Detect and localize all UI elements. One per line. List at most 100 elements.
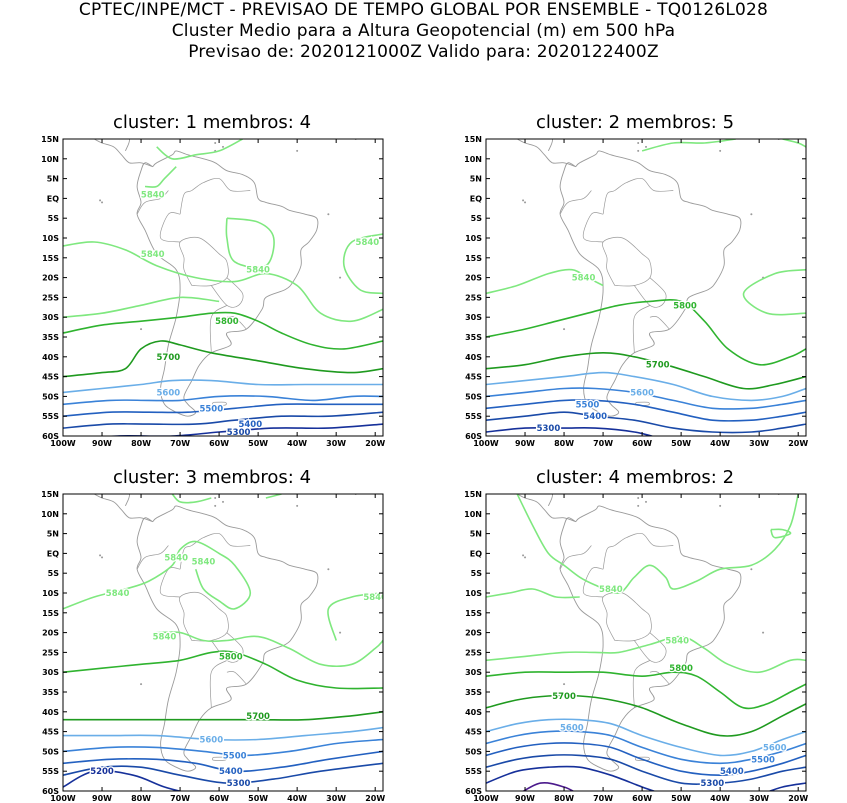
y-tick-label: 5S (471, 569, 483, 578)
coastline (559, 150, 742, 417)
coastline (136, 150, 319, 417)
contour-5840 (156, 139, 243, 160)
country-border (212, 401, 227, 406)
coastline (516, 139, 576, 168)
contour-5840 (782, 139, 806, 148)
x-tick-label: 20W (365, 439, 385, 448)
contour-5200 (486, 426, 655, 436)
y-tick-label: 35S (42, 688, 59, 697)
y-tick-label: 5S (48, 214, 60, 223)
panel-title: cluster: 3 membros: 4 (112, 467, 312, 488)
coastline (136, 505, 319, 772)
y-tick-label: 25S (465, 648, 482, 657)
island-dot (339, 276, 342, 279)
plot-frame (62, 138, 384, 437)
y-tick-label: 60S (465, 432, 482, 441)
contour-5840 (156, 631, 383, 668)
y-tick-label: 20S (465, 629, 482, 638)
island-dot (524, 201, 527, 204)
island-dot (390, 229, 392, 231)
contour-label: 5300 (227, 428, 251, 438)
contour-label: 5700 (246, 712, 270, 722)
x-tick-label: 30W (326, 439, 346, 448)
contour-5840 (327, 592, 383, 641)
y-tick-label: 40S (42, 708, 59, 717)
contour-label: 5500 (576, 400, 600, 410)
y-tick-label: 15N (464, 490, 482, 499)
y-tick-label: 15N (41, 135, 59, 144)
y-tick-label: 30S (465, 668, 482, 677)
y-tick-label: 35S (465, 333, 482, 342)
contour-5300 (486, 411, 806, 434)
coastline (532, 139, 553, 152)
x-tick-label: 90W (515, 439, 535, 448)
country-border (179, 177, 251, 215)
contour-5300 (486, 754, 806, 785)
island-dot (140, 683, 143, 686)
contour-5840 (770, 528, 792, 539)
country-border (602, 177, 674, 215)
country-border (226, 315, 247, 330)
contour-label: 5200 (90, 767, 114, 777)
header-line-3: Previsao de: 2020121000Z Valido para: 20… (188, 42, 659, 62)
contour-5200 (767, 782, 806, 791)
y-tick-label: 10S (42, 589, 59, 598)
contour-label: 5840 (363, 593, 387, 603)
contour-label: 5840 (106, 589, 130, 599)
island-dot (813, 229, 815, 231)
contour-5400 (63, 750, 383, 773)
y-tick-label: 55S (42, 767, 59, 776)
coastline (559, 505, 742, 772)
contour-5840 (63, 241, 383, 323)
contour-label: 5400 (583, 412, 607, 422)
contour-5200 (63, 769, 183, 791)
x-tick-label: 50W (248, 439, 268, 448)
x-tick-label: 70W (170, 439, 190, 448)
island-dot (563, 328, 566, 331)
y-tick-label: 20S (42, 629, 59, 638)
country-border (602, 236, 652, 287)
coastline (532, 494, 553, 507)
x-tick-label: 30W (749, 794, 769, 803)
contour-5840 (342, 233, 383, 295)
contour-5400 (63, 403, 383, 417)
x-tick-label: 70W (170, 794, 190, 803)
contour-5600 (486, 718, 806, 757)
contour-5600 (63, 726, 383, 741)
country-border (632, 660, 651, 708)
country-border (632, 305, 651, 353)
contour-5840 (63, 296, 220, 318)
x-tick-label: 80W (131, 439, 151, 448)
contour-5840 (144, 166, 177, 188)
chart-panel-2: cluster: 2 membros: 5 5840 5800 5700 5600 55… (423, 112, 847, 457)
y-tick-label: 15S (465, 609, 482, 618)
x-tick-label: 80W (131, 794, 151, 803)
contour-label: 5840 (164, 553, 188, 563)
y-tick-label: 40S (465, 353, 482, 362)
contour-5300 (63, 762, 383, 784)
island-dot (362, 489, 364, 491)
island-dot (522, 554, 525, 557)
y-tick-label: EQ (47, 549, 59, 558)
contour-label: 5400 (238, 420, 262, 430)
x-tick-label: 30W (749, 439, 769, 448)
contour-label: 5840 (356, 238, 380, 248)
y-tick-label: 25S (42, 293, 59, 302)
x-tick-label: 20W (788, 794, 808, 803)
coastline (109, 494, 130, 507)
contour-5600 (63, 379, 383, 394)
coastline (93, 494, 153, 523)
contour-label: 5600 (763, 743, 787, 753)
y-tick-label: 5S (48, 569, 60, 578)
island-dot (524, 556, 527, 559)
contour-5800 (486, 671, 806, 710)
chart-svg: 5840580057005600550054005300520015N10N5N… (464, 135, 815, 448)
contour-5500 (63, 738, 383, 757)
panel-title: cluster: 4 membros: 2 (535, 467, 735, 488)
coastline (93, 139, 153, 168)
contour-5840 (742, 268, 806, 316)
contour-5700 (63, 340, 383, 378)
island-dot (637, 496, 640, 499)
country-border (635, 756, 650, 761)
